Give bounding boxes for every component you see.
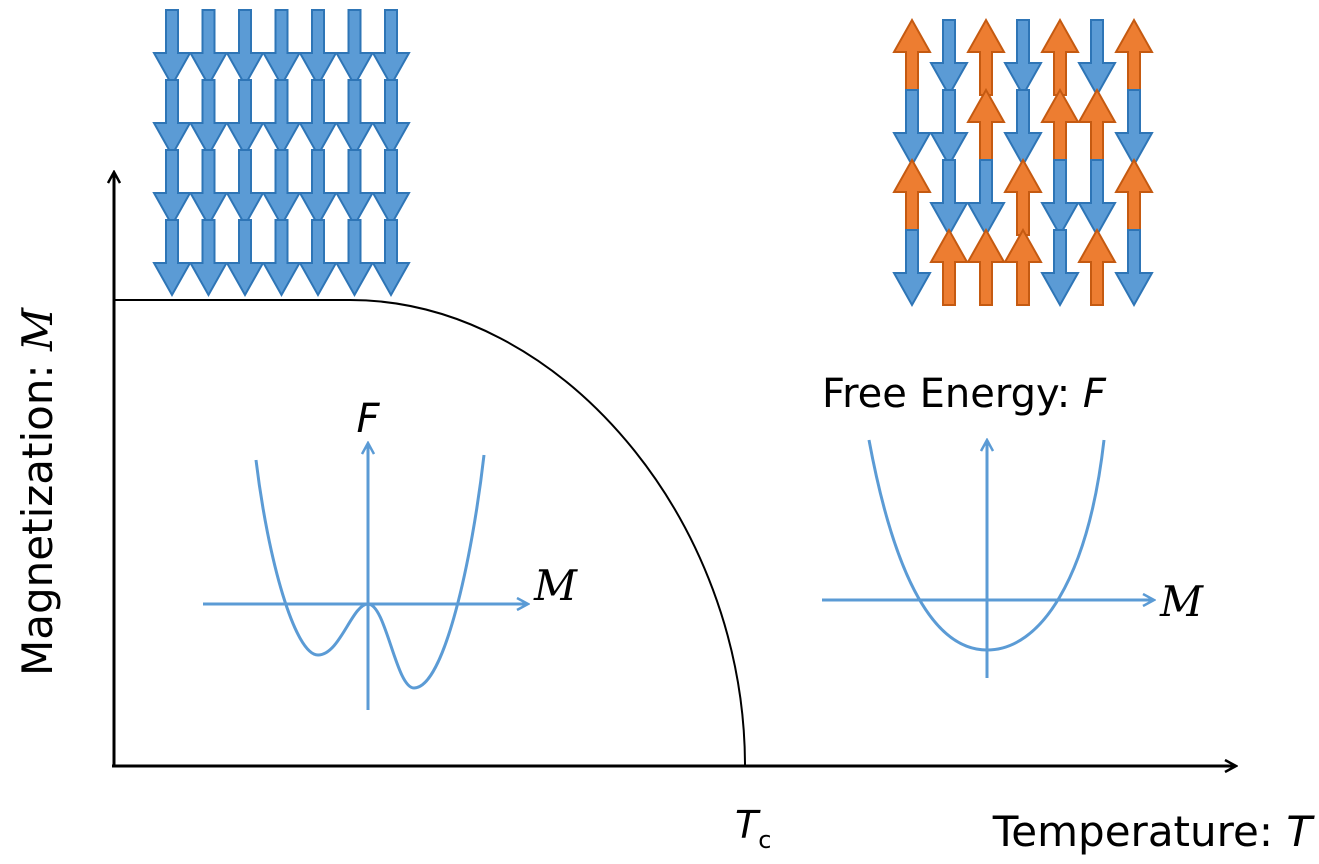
spin-down-arrow-icon [1003,89,1043,168]
spin-down-arrow-icon [152,149,192,228]
spin-down-arrow-icon [225,9,265,88]
spin-down-arrow-icon [152,9,192,88]
spin-down-arrow-icon [261,219,302,298]
spin-down-arrow-icon [298,79,338,158]
spin-down-arrow-icon [371,9,411,88]
disordered-spin-lattice [892,17,1154,308]
spin-down-arrow-icon [261,9,302,88]
single-well-curve [867,439,1106,652]
spin-down-arrow-icon [1114,89,1154,168]
spin-down-arrow-icon [152,79,192,158]
spin-down-arrow-icon [188,219,229,298]
spin-down-arrow-icon [929,19,969,98]
spin-up-arrow-icon [1040,17,1080,96]
spin-up-arrow-icon [1077,87,1117,166]
double-well-curve [254,454,486,690]
spin-down-arrow-icon [298,219,338,298]
spin-down-arrow-icon [188,79,229,158]
spin-down-arrow-icon [1114,229,1154,308]
spin-down-arrow-icon [1077,159,1117,238]
spin-down-arrow-icon [334,219,375,298]
spin-down-arrow-icon [929,159,969,238]
spin-down-arrow-icon [1040,159,1080,238]
spin-down-arrow-icon [371,149,411,228]
spin-down-arrow-icon [371,219,411,298]
spin-down-arrow-icon [188,9,229,88]
single-well-free-energy-plot: M [822,440,1204,678]
m-axis-label-ordered: M [533,561,578,610]
spin-down-arrow-icon [188,149,229,228]
spin-up-arrow-icon [892,157,932,236]
spin-down-arrow-icon [1077,19,1117,98]
x-axis-label: Temperature: T [992,807,1316,856]
spin-up-arrow-icon [1077,227,1117,306]
free-energy-title: Free Energy: F [822,371,1107,417]
spin-down-arrow-icon [371,79,411,158]
spin-up-arrow-icon [929,227,969,306]
spin-up-arrow-icon [1040,87,1080,166]
spin-down-arrow-icon [225,79,265,158]
spin-down-arrow-icon [966,159,1006,238]
spin-down-arrow-icon [298,9,338,88]
spin-down-arrow-icon [225,219,265,298]
spin-up-arrow-icon [966,227,1006,306]
spin-down-arrow-icon [334,9,375,88]
spin-up-arrow-icon [892,17,932,96]
double-well-free-energy-plot: F M [203,396,578,710]
spin-down-arrow-icon [225,149,265,228]
spin-down-arrow-icon [334,79,375,158]
spin-up-arrow-icon [966,87,1006,166]
spin-down-arrow-icon [261,79,302,158]
critical-temperature-label: Tc [735,803,771,854]
spin-down-arrow-icon [929,89,969,168]
ordered-spin-lattice [152,9,411,298]
m-axis-label-disordered: M [1159,577,1204,626]
spin-down-arrow-icon [892,229,932,308]
spin-down-arrow-icon [334,149,375,228]
spin-down-arrow-icon [1003,19,1043,98]
spin-down-arrow-icon [892,89,932,168]
spin-up-arrow-icon [1003,227,1043,306]
spin-up-arrow-icon [966,17,1006,96]
spin-down-arrow-icon [152,219,192,298]
spin-up-arrow-icon [1003,157,1043,236]
spin-up-arrow-icon [1114,157,1154,236]
spin-down-arrow-icon [298,149,338,228]
spin-down-arrow-icon [1040,229,1080,308]
f-axis-label-ordered: F [356,396,380,442]
spin-down-arrow-icon [261,149,302,228]
y-axis-label: Magnetization: M [13,307,62,676]
magnetization-curve [114,299,746,767]
spin-up-arrow-icon [1114,17,1154,96]
